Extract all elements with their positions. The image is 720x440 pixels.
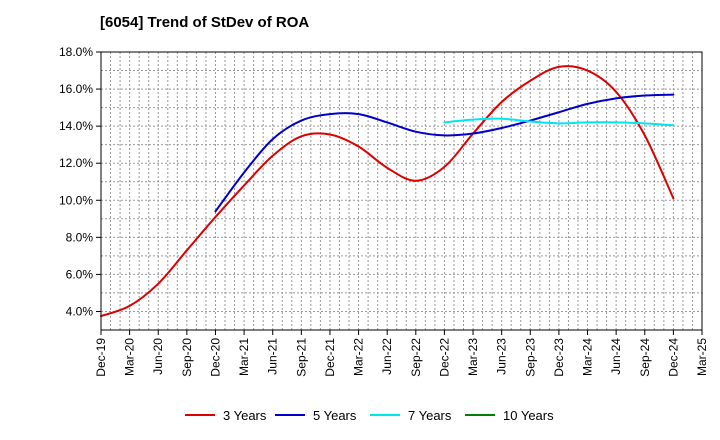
plot-background bbox=[101, 52, 702, 330]
y-tick-label: 8.0% bbox=[66, 230, 94, 244]
grid bbox=[101, 52, 702, 330]
y-tick-label: 14.0% bbox=[59, 119, 93, 133]
axes bbox=[100, 51, 703, 331]
x-tick-label: Sep-24 bbox=[638, 338, 652, 377]
x-tick-label: Dec-23 bbox=[552, 338, 566, 377]
y-tick-label: 12.0% bbox=[59, 156, 93, 170]
plot-frame bbox=[100, 51, 703, 331]
x-tick-label: Mar-23 bbox=[466, 338, 480, 376]
y-axis-ticks: 4.0% 6.0% 8.0% 10.0% 12.0% 14.0% 16.0% 18.0% bbox=[59, 45, 101, 318]
series-line-5-years bbox=[214, 93, 675, 213]
x-tick-label: Sep-23 bbox=[523, 338, 537, 377]
x-tick-label: Dec-24 bbox=[666, 338, 680, 377]
legend-label-3-years: 3 Years bbox=[223, 408, 267, 423]
x-tick-label: Jun-22 bbox=[380, 338, 394, 375]
y-tick-label: 16.0% bbox=[59, 82, 93, 96]
x-tick-label: Sep-21 bbox=[294, 338, 308, 377]
x-tick-label: Mar-21 bbox=[237, 338, 251, 376]
legend: 3 Years 5 Years 7 Years 10 Years bbox=[185, 408, 554, 423]
chart-title: [6054] Trend of StDev of ROA bbox=[100, 14, 310, 31]
x-tick-label: Jun-20 bbox=[151, 338, 165, 375]
legend-label-7-years: 7 Years bbox=[408, 408, 452, 423]
x-tick-label: Sep-20 bbox=[180, 338, 194, 377]
x-tick-label: Jun-21 bbox=[266, 338, 280, 375]
legend-label-10-years: 10 Years bbox=[503, 408, 554, 423]
series-line-3-years bbox=[100, 65, 675, 318]
x-tick-label: Jun-24 bbox=[609, 338, 623, 375]
x-tick-label: Dec-21 bbox=[323, 338, 337, 377]
y-tick-label: 10.0% bbox=[59, 193, 93, 207]
y-tick-label: 6.0% bbox=[66, 267, 94, 281]
y-tick-label: 4.0% bbox=[66, 304, 94, 318]
x-tick-label: Dec-22 bbox=[437, 338, 451, 377]
series-line-7-years bbox=[443, 117, 675, 127]
x-tick-label: Dec-20 bbox=[208, 338, 222, 377]
plot-area bbox=[101, 52, 702, 330]
x-tick-label: Mar-25 bbox=[695, 338, 709, 376]
x-tick-label: Dec-19 bbox=[94, 338, 108, 377]
x-axis-ticks: Dec-19 Mar-20 Jun-20 Sep-20 Dec-20 Mar-21 Jun-… bbox=[94, 330, 709, 377]
x-tick-label: Jun-23 bbox=[495, 338, 509, 375]
x-tick-label: Mar-24 bbox=[581, 338, 595, 376]
legend-label-5-years: 5 Years bbox=[313, 408, 357, 423]
series-layer bbox=[100, 65, 675, 318]
y-tick-label: 18.0% bbox=[59, 45, 93, 59]
x-tick-label: Mar-20 bbox=[123, 338, 137, 376]
x-tick-label: Sep-22 bbox=[409, 338, 423, 377]
x-tick-label: Mar-22 bbox=[352, 338, 366, 376]
